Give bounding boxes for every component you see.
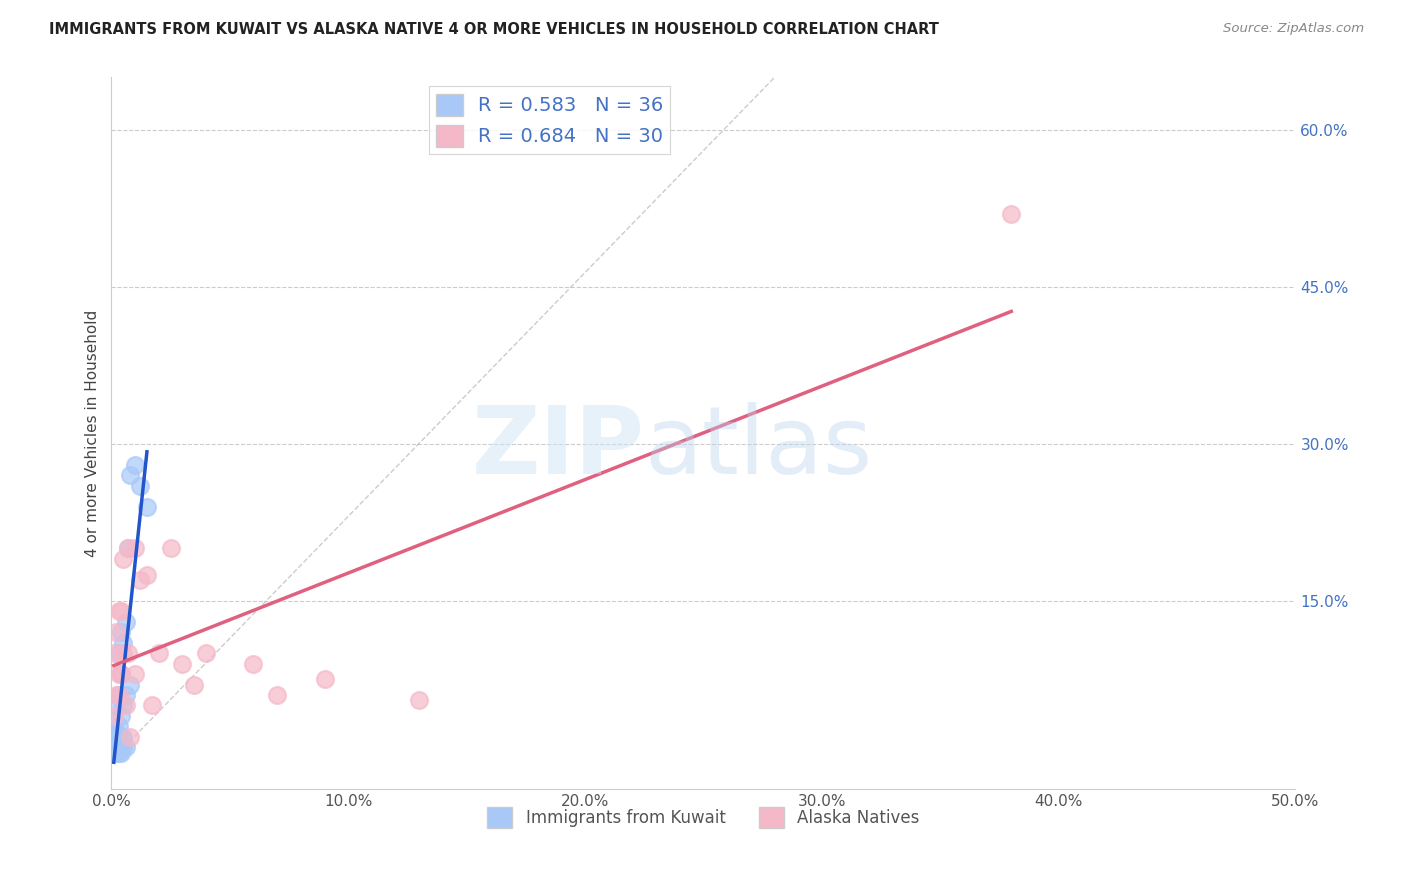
Point: [117, 541, 139, 556]
Point: [148, 646, 170, 660]
Point: [103, 646, 125, 660]
Point: [117, 541, 139, 556]
Point: [110, 730, 132, 744]
Point: [110, 625, 132, 640]
Point: [103, 724, 125, 739]
Point: [124, 541, 146, 556]
Point: [105, 724, 128, 739]
Point: [112, 635, 135, 649]
Point: [107, 688, 129, 702]
Point: [159, 541, 181, 556]
Point: [110, 709, 132, 723]
Y-axis label: 4 or more Vehicles in Household: 4 or more Vehicles in Household: [86, 310, 100, 557]
Point: [103, 740, 125, 755]
Text: atlas: atlas: [644, 401, 873, 493]
Point: [120, 468, 142, 483]
Point: [141, 698, 163, 713]
Text: ZIP: ZIP: [471, 401, 644, 493]
Point: [128, 573, 150, 587]
Point: [103, 709, 125, 723]
Point: [105, 730, 128, 744]
Text: Source: ZipAtlas.com: Source: ZipAtlas.com: [1223, 22, 1364, 36]
Point: [105, 740, 128, 755]
Point: [136, 500, 159, 514]
Point: [107, 719, 129, 733]
Point: [120, 730, 142, 744]
Point: [105, 698, 128, 713]
Point: [110, 604, 132, 618]
Point: [107, 730, 129, 744]
Point: [103, 735, 125, 749]
Point: [114, 698, 136, 713]
Point: [105, 735, 128, 749]
Point: [107, 646, 129, 660]
Legend: Immigrants from Kuwait, Alaska Natives: Immigrants from Kuwait, Alaska Natives: [481, 801, 927, 834]
Point: [112, 552, 135, 566]
Point: [242, 657, 264, 671]
Point: [408, 693, 430, 707]
Point: [114, 688, 136, 702]
Point: [110, 746, 132, 760]
Point: [105, 688, 128, 702]
Point: [110, 740, 132, 755]
Point: [124, 458, 146, 472]
Point: [117, 646, 139, 660]
Point: [103, 746, 125, 760]
Point: [107, 740, 129, 755]
Point: [114, 615, 136, 629]
Point: [112, 730, 135, 744]
Point: [107, 667, 129, 681]
Point: [124, 667, 146, 681]
Point: [183, 677, 205, 691]
Point: [107, 746, 129, 760]
Point: [112, 698, 135, 713]
Point: [107, 604, 129, 618]
Point: [1000, 206, 1022, 220]
Point: [195, 646, 218, 660]
Point: [266, 688, 288, 702]
Point: [314, 673, 336, 687]
Point: [128, 478, 150, 492]
Point: [103, 730, 125, 744]
Point: [105, 746, 128, 760]
Point: [172, 657, 194, 671]
Point: [136, 567, 159, 582]
Point: [110, 667, 132, 681]
Point: [120, 677, 142, 691]
Point: [110, 667, 132, 681]
Point: [114, 740, 136, 755]
Point: [105, 625, 128, 640]
Point: [107, 688, 129, 702]
Point: [112, 646, 135, 660]
Text: IMMIGRANTS FROM KUWAIT VS ALASKA NATIVE 4 OR MORE VEHICLES IN HOUSEHOLD CORRELAT: IMMIGRANTS FROM KUWAIT VS ALASKA NATIVE …: [49, 22, 939, 37]
Point: [112, 740, 135, 755]
